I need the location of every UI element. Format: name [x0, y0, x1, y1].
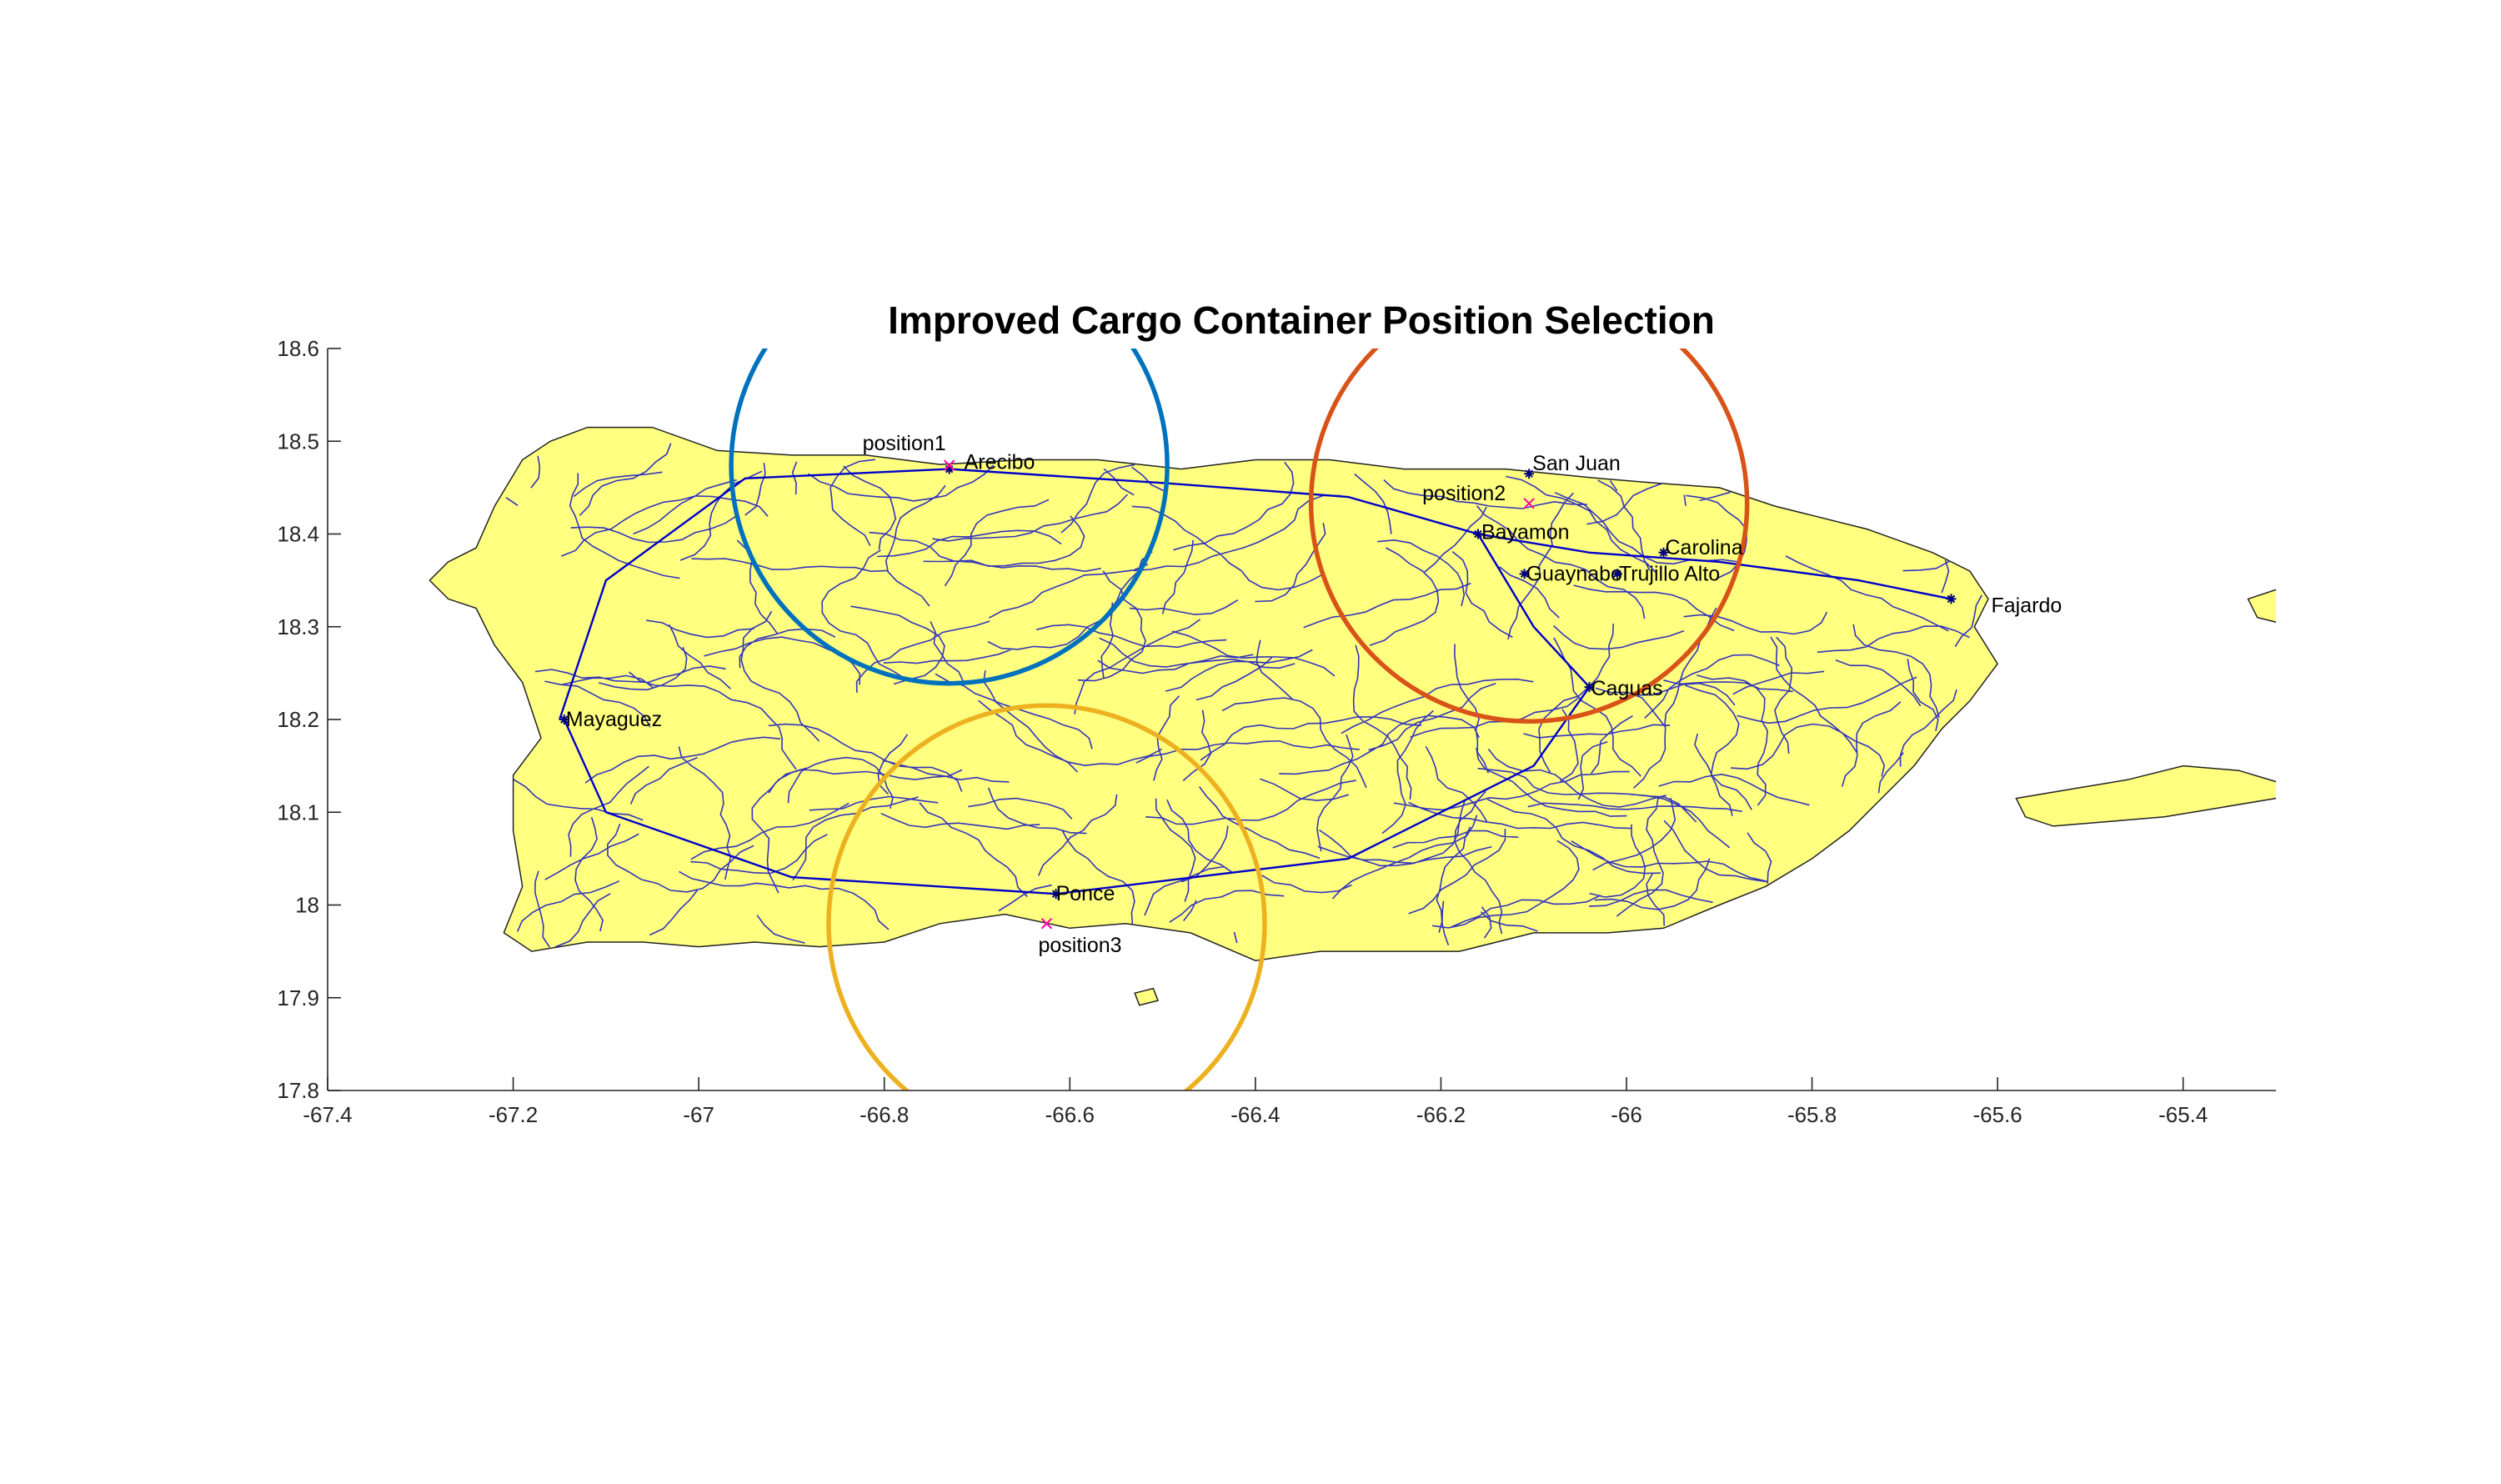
road-layer	[505, 443, 1983, 948]
city-marker-6	[1611, 569, 1622, 579]
highway-north	[559, 468, 1952, 720]
city-label-8: Caguas	[1591, 677, 1662, 700]
x-tick-label-6: -66.2	[1416, 1102, 1466, 1127]
city-label-1: Arecibo	[965, 451, 1035, 474]
position-marker-1	[943, 459, 955, 471]
land-culebra	[2247, 589, 2276, 623]
position-label-2: position2	[1422, 482, 1506, 505]
y-tick-label-1: 17.9	[277, 985, 319, 1010]
y-tick-label-8: 18.6	[277, 336, 319, 361]
coverage-circle-1	[729, 348, 1170, 686]
city-marker-5	[1658, 547, 1669, 558]
x-tick-label-4: -66.6	[1045, 1102, 1095, 1127]
coverage-circle-3	[826, 703, 1267, 1090]
y-tick-label-7: 18.5	[277, 429, 319, 454]
city-marker-10	[1050, 889, 1061, 900]
land-islet	[1134, 987, 1160, 1006]
city-marker-9	[559, 714, 569, 724]
y-tick-label-6: 18.4	[277, 522, 319, 547]
city-label-2: San Juan	[1532, 452, 1621, 475]
x-tick-label-1: -67.2	[489, 1102, 538, 1127]
land-vieques	[2015, 765, 2276, 827]
position-marker-3	[1040, 918, 1053, 930]
x-tick-label-3: -66.8	[860, 1102, 909, 1127]
x-tick-label-2: -67	[683, 1102, 714, 1127]
city-label-10: Ponce	[1056, 882, 1115, 905]
position-marker-2	[1523, 498, 1535, 509]
highway-south	[563, 533, 1591, 895]
city-label-6: Trujillo Alto	[1619, 562, 1720, 585]
x-tick-label-9: -65.6	[1973, 1102, 2022, 1127]
y-tick-label-5: 18.3	[277, 614, 319, 639]
city-label-9: Mayaguez	[566, 708, 662, 731]
city-label-4: Guaynabo	[1526, 562, 1622, 585]
plot-area: Arecibo San Juan Bayamon Guaynabo Carolina Tr…	[429, 348, 2276, 1090]
y-tick-label-3: 18.1	[277, 800, 319, 825]
coverage-circle-2	[1308, 348, 1750, 724]
x-tick-label-7: -66	[1611, 1102, 1642, 1127]
coverage-circles	[729, 348, 1750, 1090]
axes: -67.4 -67.2 -67 -66.8 -66.6 -66.4 -66.2 -66 -65.…	[277, 336, 2276, 1127]
y-tick-label-0: 17.8	[277, 1078, 319, 1103]
city-marker-1	[944, 464, 955, 474]
x-tick-label-8: -65.8	[1787, 1102, 1837, 1127]
chart-title: Improved Cargo Container Position Select…	[888, 298, 1715, 342]
position-label-3: position3	[1038, 934, 1121, 957]
city-markers: Arecibo San Juan Bayamon Guaynabo Carolina Tr…	[559, 432, 2062, 957]
x-tick-label-0: -67.4	[303, 1102, 352, 1127]
city-label-5: Carolina	[1666, 536, 1743, 559]
y-tick-label-2: 18	[295, 893, 319, 918]
city-label-7: Fajardo	[1992, 594, 2062, 617]
x-tick-label-5: -66.4	[1230, 1102, 1280, 1127]
x-tick-label-10: -65.4	[2158, 1102, 2208, 1127]
city-label-3: Bayamon	[1481, 521, 1570, 544]
city-marker-2	[1524, 469, 1535, 479]
city-marker-4	[1519, 569, 1530, 579]
city-marker-8	[1584, 682, 1595, 693]
y-tick-label-4: 18.2	[277, 707, 319, 732]
city-marker-7	[1946, 594, 1957, 604]
road-network	[505, 443, 1983, 948]
position-label-1: position1	[863, 432, 946, 455]
city-marker-3	[1472, 529, 1483, 539]
